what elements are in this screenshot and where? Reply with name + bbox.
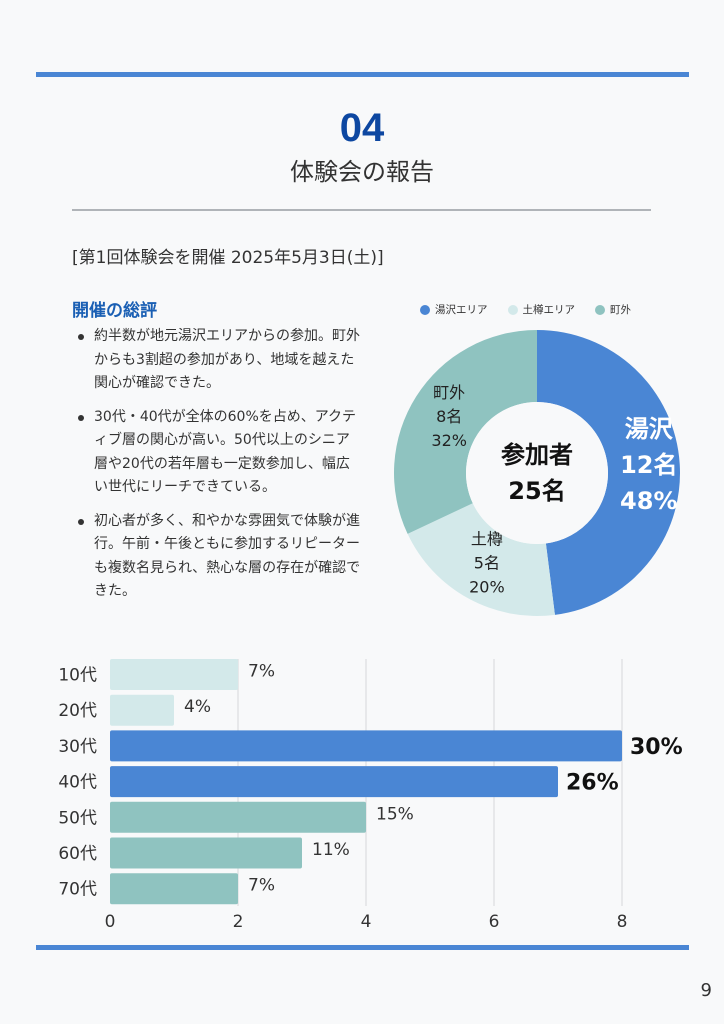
bar-data-label: 15% [376, 804, 414, 824]
bar-data-label: 4% [184, 697, 211, 717]
donut-slice-label: 土樽 [471, 530, 503, 549]
legend-item: 町外 [595, 302, 631, 317]
donut-slice-label: 20% [469, 578, 505, 597]
y-category-label: 30代 [58, 737, 97, 757]
bar [110, 659, 238, 690]
donut-legend: 湯沢エリア 土樽エリア 町外 [420, 302, 631, 317]
legend-label: 町外 [610, 304, 631, 316]
x-tick-label: 0 [105, 912, 116, 932]
section-number: 04 [339, 106, 385, 150]
y-category-label: 10代 [58, 666, 97, 686]
legend-item: 湯沢エリア [420, 302, 488, 317]
y-category-label: 50代 [58, 808, 97, 828]
summary-bullet: 初心者が多く、和やかな雰囲気で体験が進行。午前・午後ともに参加するリピーターも複… [72, 510, 362, 604]
donut-slice [407, 503, 555, 616]
section-title: 体験会の報告 [290, 158, 434, 186]
title-divider [72, 209, 651, 211]
donut-slice-label: 湯沢 [625, 415, 674, 443]
bar [110, 694, 174, 726]
legend-swatch-icon [507, 304, 518, 315]
summary-bullet: 約半数が地元湯沢エリアからの参加。町外からも3割超の参加があり、地域を越えた関心… [72, 325, 362, 396]
bar-data-label: 11% [312, 840, 350, 860]
y-category-label: 20代 [58, 701, 97, 721]
donut-slice-label: 8名 [436, 407, 462, 426]
page-number: 9 [700, 980, 712, 1001]
bar [110, 766, 558, 798]
legend-item: 土樽エリア [507, 302, 576, 317]
y-category-label: 40代 [58, 773, 97, 793]
donut-slice [394, 330, 537, 534]
top-accent-rule [36, 72, 689, 77]
donut-center-label: 25名 [508, 477, 565, 505]
bullet-dot-icon [78, 518, 84, 525]
bottom-accent-rule [36, 945, 689, 950]
bar [110, 837, 302, 869]
donut-slice-label: 48% [620, 487, 677, 515]
summary-bullet-text: 約半数が地元湯沢エリアからの参加。町外からも3割超の参加があり、地域を越えた関心… [94, 328, 360, 391]
legend-swatch-icon [595, 304, 605, 315]
y-category-label: 60代 [58, 844, 97, 864]
event-title: [第1回体験会を開催 2025年5月3日(土)] [72, 248, 384, 268]
summary-heading: 開催の総評 [72, 301, 157, 321]
summary-list: 約半数が地元湯沢エリアからの参加。町外からも3割超の参加があり、地域を越えた関心… [72, 325, 362, 614]
bar [110, 801, 366, 833]
bar-data-label: 30% [630, 735, 683, 760]
donut-slice [537, 330, 680, 615]
y-category-label: 70代 [58, 880, 97, 900]
x-tick-label: 2 [233, 912, 244, 932]
bullet-dot-icon [78, 414, 84, 421]
legend-swatch-icon [420, 304, 430, 315]
summary-bullet-text: 30代・40代が全体の60%を占め、アクティブ層の関心が高い。50代以上のシニア… [94, 408, 357, 496]
x-tick-label: 6 [489, 912, 500, 932]
bullet-dot-icon [78, 334, 84, 340]
bar-data-label: 7% [248, 876, 275, 896]
bar [110, 730, 622, 762]
x-tick-label: 8 [617, 912, 628, 932]
donut-slice-label: 5名 [474, 554, 500, 573]
bar-data-label: 7% [248, 662, 275, 682]
donut-center-label: 参加者 [501, 441, 573, 469]
legend-label: 湯沢エリア [435, 304, 488, 316]
x-tick-label: 4 [361, 912, 372, 932]
summary-bullet: 30代・40代が全体の60%を占め、アクティブ層の関心が高い。50代以上のシニア… [72, 406, 362, 500]
legend-label: 土樽エリア [522, 304, 576, 316]
summary-bullet-text: 初心者が多く、和やかな雰囲気で体験が進行。午前・午後ともに参加するリピーターも複… [94, 512, 361, 600]
bar-data-label: 26% [566, 771, 619, 796]
donut-slice-label: 町外 [433, 383, 465, 402]
donut-slice-label: 32% [431, 431, 467, 450]
donut-slice-label: 12名 [620, 451, 677, 479]
bar [110, 873, 238, 905]
donut-hole [466, 402, 608, 544]
